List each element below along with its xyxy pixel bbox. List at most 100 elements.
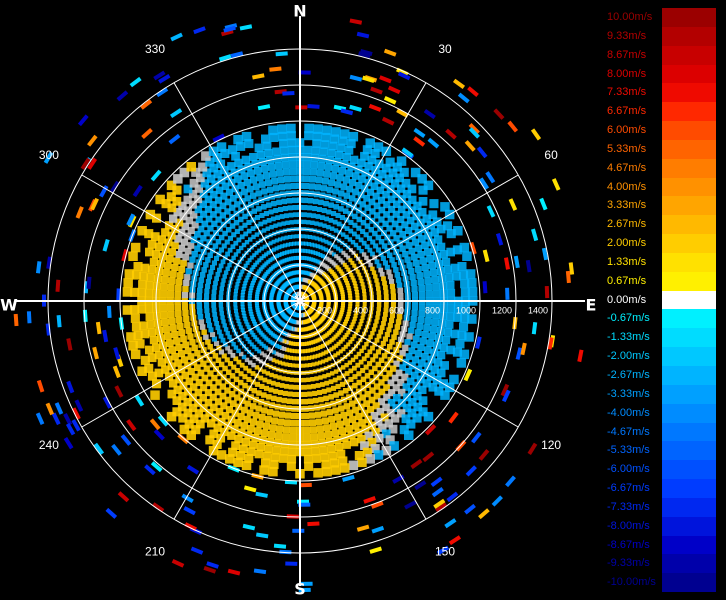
velocity-cell xyxy=(199,394,207,402)
velocity-cell xyxy=(66,380,75,394)
velocity-cell xyxy=(194,350,201,357)
velocity-cell xyxy=(328,379,334,385)
velocity-cell xyxy=(139,271,148,281)
velocity-cell xyxy=(177,402,187,412)
velocity-cell xyxy=(189,414,199,424)
velocity-cell xyxy=(343,208,349,214)
velocity-cell xyxy=(233,252,239,257)
velocity-cell xyxy=(281,397,287,404)
colorbar-swatch xyxy=(662,516,716,536)
velocity-cell xyxy=(349,272,354,277)
velocity-cell xyxy=(283,175,291,183)
velocity-cell xyxy=(207,419,216,428)
velocity-cell xyxy=(282,390,288,396)
velocity-cell xyxy=(249,312,254,316)
velocity-cell xyxy=(418,284,426,292)
velocity-cell xyxy=(154,351,163,360)
velocity-cell xyxy=(266,394,272,400)
velocity-cell xyxy=(150,390,160,400)
velocity-cell xyxy=(147,371,157,381)
velocity-cell xyxy=(246,185,254,193)
velocity-cell xyxy=(423,109,436,120)
velocity-cell xyxy=(241,287,246,291)
velocity-cell xyxy=(265,415,272,423)
velocity-cell xyxy=(313,251,318,256)
colorbar-label: 2.67m/s xyxy=(607,218,647,231)
velocity-cell xyxy=(440,202,450,212)
velocity-cell xyxy=(370,345,375,351)
velocity-cell xyxy=(249,267,254,272)
velocity-cell xyxy=(355,362,361,368)
velocity-cell xyxy=(13,313,19,327)
velocity-cell xyxy=(287,447,297,457)
velocity-cell xyxy=(507,120,519,133)
velocity-cell xyxy=(235,282,240,287)
velocity-cell xyxy=(277,176,285,184)
velocity-cell xyxy=(273,208,279,214)
velocity-cell xyxy=(375,361,382,368)
velocity-cell xyxy=(411,291,419,299)
velocity-cell xyxy=(391,374,399,382)
velocity-cell xyxy=(238,371,244,377)
bearing-label: 60 xyxy=(544,148,558,162)
velocity-cell xyxy=(382,190,390,199)
velocity-cell xyxy=(408,327,415,334)
velocity-cell xyxy=(276,169,284,177)
velocity-cell xyxy=(393,329,399,335)
velocity-cell xyxy=(318,245,323,250)
velocity-cell xyxy=(255,260,260,265)
velocity-cell xyxy=(435,502,448,513)
velocity-cell xyxy=(146,320,155,329)
velocity-cell xyxy=(226,227,232,233)
velocity-cell xyxy=(389,257,395,263)
colorbar-label: -7.33m/s xyxy=(607,500,650,513)
velocity-cell xyxy=(345,169,353,177)
velocity-cell xyxy=(355,269,360,274)
velocity-cell xyxy=(301,363,306,368)
velocity-cell xyxy=(338,328,343,333)
velocity-cell xyxy=(316,390,322,396)
velocity-cell xyxy=(243,231,249,237)
velocity-cell xyxy=(310,242,314,247)
velocity-cell xyxy=(313,346,318,351)
velocity-cell xyxy=(326,372,331,378)
velocity-cell xyxy=(434,386,444,396)
velocity-cell xyxy=(178,329,186,336)
velocity-cell xyxy=(428,210,438,220)
velocity-cell xyxy=(105,507,118,519)
velocity-cell xyxy=(205,313,211,319)
velocity-cell xyxy=(357,325,362,330)
velocity-cell xyxy=(161,365,170,374)
velocity-cell xyxy=(373,274,378,279)
velocity-cell xyxy=(307,521,320,527)
velocity-cell xyxy=(231,232,237,238)
velocity-cell xyxy=(346,342,351,347)
velocity-cell xyxy=(338,136,348,146)
velocity-cell xyxy=(147,328,157,337)
velocity-cell xyxy=(241,311,246,315)
velocity-cell xyxy=(397,409,406,418)
colorbar-label: 1.33m/s xyxy=(607,255,647,268)
velocity-cell xyxy=(439,343,448,352)
velocity-cell xyxy=(211,303,217,308)
velocity-cell xyxy=(131,322,141,332)
velocity-cell xyxy=(344,362,349,368)
velocity-cell xyxy=(211,307,217,313)
velocity-cell xyxy=(345,280,350,285)
velocity-cell xyxy=(140,263,150,273)
velocity-cell xyxy=(457,92,470,104)
velocity-cell xyxy=(274,246,279,251)
velocity-cell xyxy=(173,257,181,265)
velocity-cell xyxy=(387,379,395,387)
velocity-cell xyxy=(370,239,376,245)
velocity-cell xyxy=(262,219,268,225)
velocity-cell xyxy=(210,264,216,270)
velocity-cell xyxy=(120,434,132,446)
velocity-cell xyxy=(181,303,189,311)
velocity-cell xyxy=(320,382,325,387)
velocity-cell xyxy=(191,425,201,435)
velocity-cell xyxy=(221,243,227,249)
velocity-cell xyxy=(123,278,133,288)
velocity-cell xyxy=(324,216,330,222)
velocity-cell xyxy=(368,198,376,206)
